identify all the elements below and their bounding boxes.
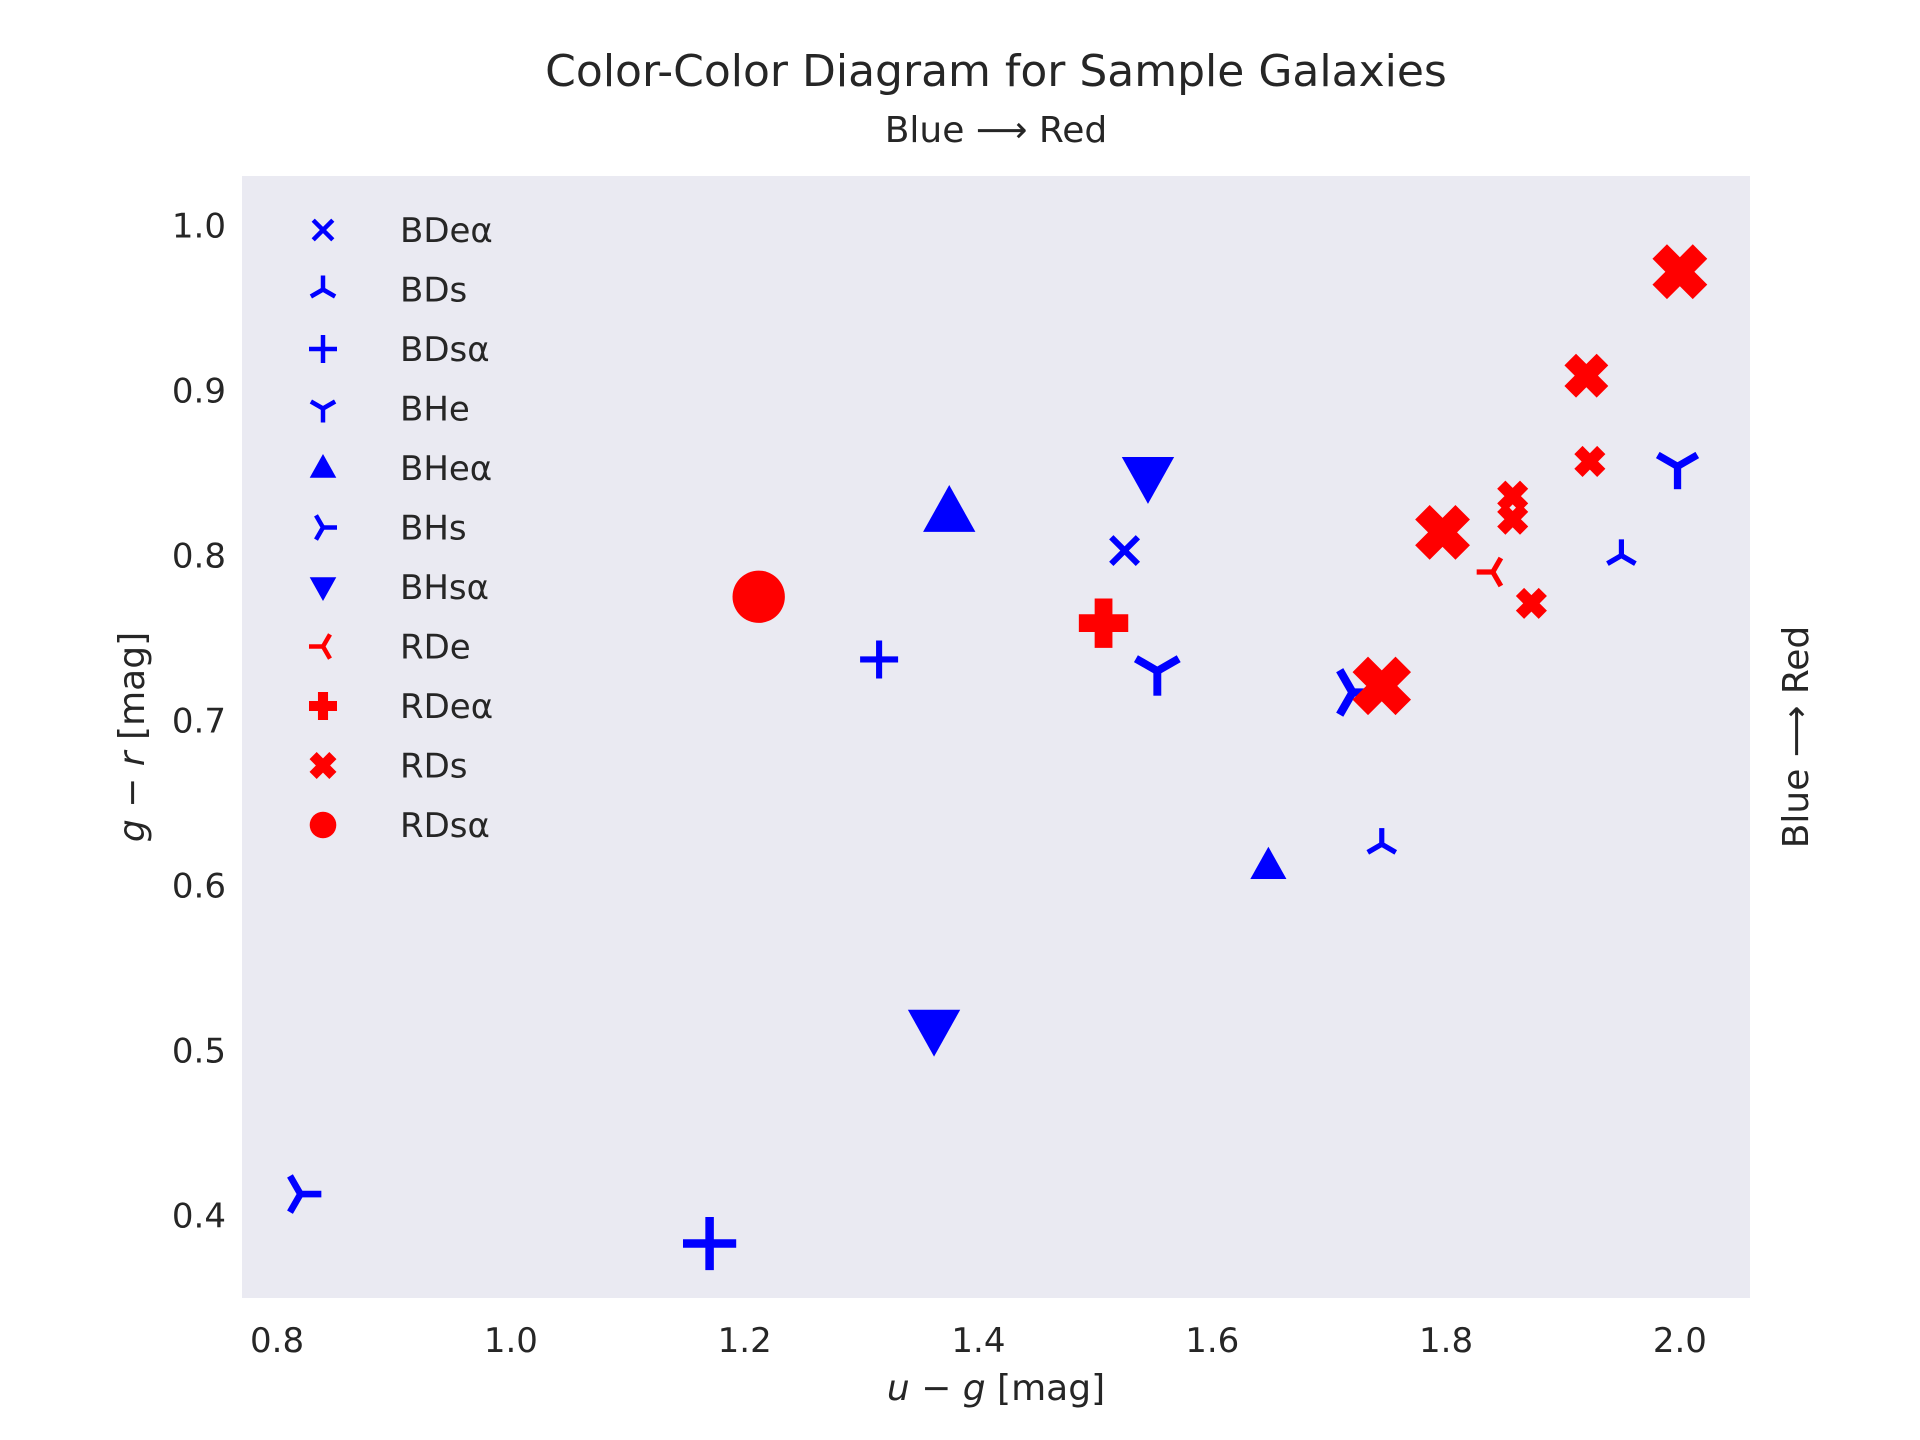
x-tick-label: 1.2 (718, 1321, 772, 1361)
point-plus_filled-8-0 (1078, 598, 1129, 648)
legend-label: RDe (400, 628, 471, 668)
point-tri_down-1-1 (1606, 539, 1637, 566)
point-plus-2-1 (682, 1216, 737, 1271)
legend-marker-triangle_up (309, 454, 337, 478)
legend-item: BDeα (311, 211, 493, 251)
legend: BDeα BDs BDsα BHe BHeα BHs BHsα RDe RDeα RDs RDsα (309, 211, 493, 846)
legend-label: RDs (400, 747, 468, 787)
legend-item: BHs (314, 509, 467, 549)
legend-marker-plus_filled (309, 692, 337, 720)
point-tri_left-5-0 (287, 1174, 322, 1214)
legend-item: RDsα (309, 806, 490, 846)
legend-item: RDe (309, 628, 471, 668)
legend-item: BDs (309, 271, 467, 311)
y-tick-label: 0.8 (172, 537, 226, 577)
x-tick-label: 2.0 (1653, 1321, 1707, 1361)
legend-label: BDsα (400, 330, 490, 370)
legend-marker-circle (309, 811, 337, 839)
point-tri_up-3-1 (1655, 451, 1700, 490)
point-x_filled-9-1 (1415, 504, 1470, 560)
chart-title: Color-Color Diagram for Sample Galaxies (545, 46, 1447, 97)
point-x-0-0 (1109, 535, 1141, 566)
point-circle-10-0 (732, 570, 785, 623)
legend-marker-x_filled (309, 752, 337, 779)
legend-item: BHeα (309, 449, 492, 489)
point-x_filled-9-2 (1564, 353, 1609, 398)
point-triangle_up-4-0 (923, 485, 976, 532)
point-x_filled-9-4 (1497, 480, 1529, 512)
legend-marker-tri_left (314, 514, 337, 541)
point-tri_up-3-0 (1133, 655, 1181, 696)
x-axis-label: u − g [mag] (887, 1368, 1105, 1409)
legend-label: BHe (400, 390, 470, 430)
legend-item: BDsα (309, 330, 490, 370)
point-tri_down-1-0 (1366, 828, 1398, 855)
right-side-label: Blue ⟶ Red (1776, 626, 1817, 849)
legend-item: RDs (309, 747, 468, 787)
y-tick-label: 0.7 (172, 702, 226, 742)
point-tri_right-7-0 (1476, 556, 1504, 588)
point-x_filled-9-0 (1352, 656, 1412, 716)
x-tick-label: 1.6 (1185, 1321, 1239, 1361)
legend-marker-tri_down (309, 275, 337, 299)
legend-marker-x (311, 218, 335, 242)
legend-label: RDeα (400, 687, 493, 727)
point-triangle_down-6-0 (1121, 457, 1175, 504)
legend-marker-tri_up (309, 399, 337, 423)
x-tick-label: 1.0 (484, 1321, 538, 1361)
chart-subtitle: Blue ⟶ Red (885, 110, 1108, 151)
legend-item: BHsα (309, 568, 489, 608)
legend-label: BHeα (400, 449, 492, 489)
point-triangle_up-4-1 (1250, 846, 1287, 879)
legend-marker-tri_right (309, 633, 332, 660)
legend-label: BHs (400, 509, 467, 549)
plot-area (242, 176, 1750, 1298)
y-tick-label: 0.9 (172, 372, 226, 412)
x-tick-label: 1.4 (951, 1321, 1005, 1361)
legend-item: BHe (309, 390, 470, 430)
legend-label: RDsα (400, 806, 490, 846)
point-x_filled-9-3 (1574, 445, 1606, 477)
x-tick-label: 1.8 (1419, 1321, 1473, 1361)
point-plus-2-0 (860, 640, 899, 679)
y-axis-label: g − r [mag] (112, 632, 153, 842)
legend-marker-plus (309, 335, 337, 363)
point-triangle_down-6-1 (907, 1009, 961, 1057)
y-tick-label: 0.5 (172, 1032, 226, 1072)
legend-item: RDeα (309, 687, 493, 727)
y-axis-ticks: 0.4 0.5 0.6 0.7 0.8 0.9 1.0 (172, 207, 226, 1237)
y-tick-label: 1.0 (172, 207, 226, 247)
legend-marker-triangle_down (309, 577, 337, 601)
point-x_filled-9-5 (1497, 503, 1529, 535)
legend-label: BDs (400, 271, 467, 311)
point-x_filled-9-6 (1515, 587, 1547, 619)
y-tick-label: 0.4 (172, 1197, 226, 1237)
data-marks (287, 244, 1708, 1271)
x-tick-label: 0.8 (250, 1321, 304, 1361)
x-axis-ticks: 0.8 1.0 1.2 1.4 1.6 1.8 2.0 (250, 1321, 1707, 1361)
legend-label: BHsα (400, 568, 489, 608)
y-tick-label: 0.6 (172, 867, 226, 907)
legend-label: BDeα (400, 211, 493, 251)
point-x_filled-9-7 (1652, 244, 1708, 300)
